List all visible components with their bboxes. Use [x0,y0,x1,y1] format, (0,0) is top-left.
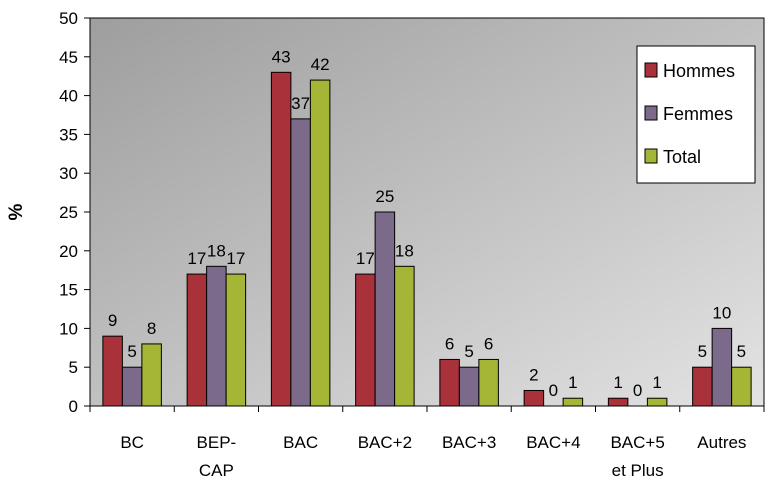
data-label: 0 [549,381,558,400]
bar-femmes [121,366,143,407]
data-label: 5 [127,342,136,361]
y-tick-label: 40 [59,87,78,106]
y-tick-label: 10 [59,319,78,338]
legend: Hommes Femmes Total [636,45,756,184]
bar-total [478,358,499,407]
legend-label-femmes: Femmes [663,104,733,124]
bar-total [141,343,162,407]
data-label: 43 [272,47,291,66]
data-label: 5 [464,342,473,361]
x-category-label: BC [120,433,144,452]
data-label: 18 [207,241,226,260]
y-tick-label: 45 [59,48,78,67]
x-category-label: BAC [283,433,318,452]
legend-label-total: Total [663,147,701,167]
y-tick-label: 20 [59,242,78,261]
data-label: 5 [737,342,746,361]
data-label: 1 [613,373,622,392]
bar-hommes [607,397,629,407]
bar-total [225,273,247,407]
bar-hommes [186,273,208,407]
bar-hommes [355,273,376,407]
x-category-label: BAC+5 [610,433,664,452]
x-axis: BC BEP- CAP BAC BAC+2 BAC+3 BAC+4 BAC+5 et Plus A… [89,405,765,480]
data-label: 1 [568,373,577,392]
y-axis: 0 5 10 15 20 25 30 35 40 45 50 [59,9,91,416]
data-label: 1 [652,373,661,392]
bar-hommes [523,389,545,407]
bar-femmes [458,366,480,407]
bar-total [562,397,584,407]
bar-hommes [439,358,460,407]
bars [102,71,752,407]
bar-hommes [102,335,123,407]
bar-hommes [692,366,713,407]
y-tick-label: 0 [69,397,78,416]
data-label: 25 [375,187,394,206]
data-label: 18 [395,241,414,260]
y-tick-label: 5 [69,358,78,377]
bar-total [646,397,668,407]
data-label: 2 [529,365,538,384]
data-label: 6 [484,334,493,353]
bar-total [731,366,752,407]
x-category-label: BAC+2 [358,433,412,452]
bar-total [309,79,331,407]
data-label: 17 [226,249,245,268]
data-label: 42 [311,55,330,74]
data-label: 10 [712,303,731,322]
data-label: 17 [187,249,206,268]
x-category-label: et Plus [612,461,664,480]
bar-femmes [206,265,227,407]
data-label: 9 [108,311,117,330]
bar-total [394,265,415,407]
legend-swatch-total [644,148,658,164]
x-category-label: Autres [697,433,746,452]
bar-hommes [270,71,292,407]
bar-femmes [711,327,733,407]
x-category-label: BAC+3 [442,433,496,452]
data-label: 0 [633,381,642,400]
data-label: 6 [445,334,454,353]
y-tick-label: 35 [59,125,78,144]
y-tick-label: 15 [59,281,78,300]
y-tick-label: 50 [59,9,78,28]
data-label: 37 [291,94,310,113]
bar-femmes [290,118,311,407]
legend-swatch-hommes [644,62,658,78]
data-label: 8 [147,319,156,338]
y-axis-title: % [6,203,27,220]
data-label: 17 [356,249,375,268]
y-tick-label: 25 [59,203,78,222]
legend-label-hommes: Hommes [663,61,735,81]
data-label: 5 [698,342,707,361]
bar-femmes [374,211,396,407]
x-category-label: BAC+4 [526,433,580,452]
x-category-label: BEP- [197,433,237,452]
x-category-label: CAP [199,461,234,480]
y-tick-label: 30 [59,164,78,183]
legend-swatch-femmes [644,105,658,121]
